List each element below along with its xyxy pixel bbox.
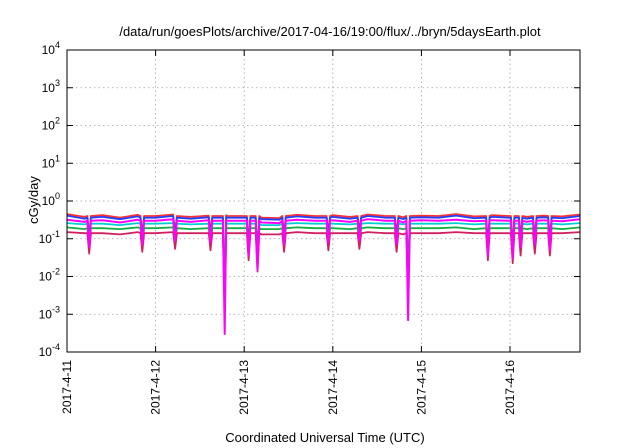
y-tick-label: 10-4 — [39, 342, 60, 359]
x-tick-label: 2017-4-15 — [414, 360, 428, 415]
y-tick-label: 100 — [42, 191, 60, 208]
y-axis-label: cGy/day — [26, 176, 41, 224]
y-tick-label: 103 — [42, 78, 60, 95]
x-axis-label: Coordinated Universal Time (UTC) — [225, 430, 424, 445]
x-tick-label: 2017-4-14 — [326, 360, 340, 415]
x-tick-label: 2017-4-11 — [60, 360, 74, 414]
data-series — [66, 213, 581, 335]
y-tick-label: 10-3 — [39, 304, 60, 321]
y-tick-label: 102 — [42, 116, 60, 133]
y-tick-label: 104 — [42, 40, 60, 57]
x-tick-label: 2017-4-13 — [237, 360, 251, 415]
chart-title: /data/run/goesPlots/archive/2017-04-16/1… — [119, 24, 541, 39]
y-tick-label: 101 — [42, 153, 60, 170]
x-tick-label: 2017-4-12 — [149, 360, 163, 415]
series-line — [66, 218, 581, 335]
y-tick-label: 10-1 — [39, 229, 60, 246]
x-tick-label: 2017-4-16 — [503, 360, 517, 415]
y-ticks: 10-4 10-3 10-2 10-1 100 101 102 103 104 — [39, 40, 580, 359]
grid-lines — [67, 50, 580, 352]
y-tick-label: 10-2 — [39, 267, 60, 284]
x-ticks: 2017-4-11 2017-4-12 2017-4-13 2017-4-14 2017… — [60, 50, 517, 415]
